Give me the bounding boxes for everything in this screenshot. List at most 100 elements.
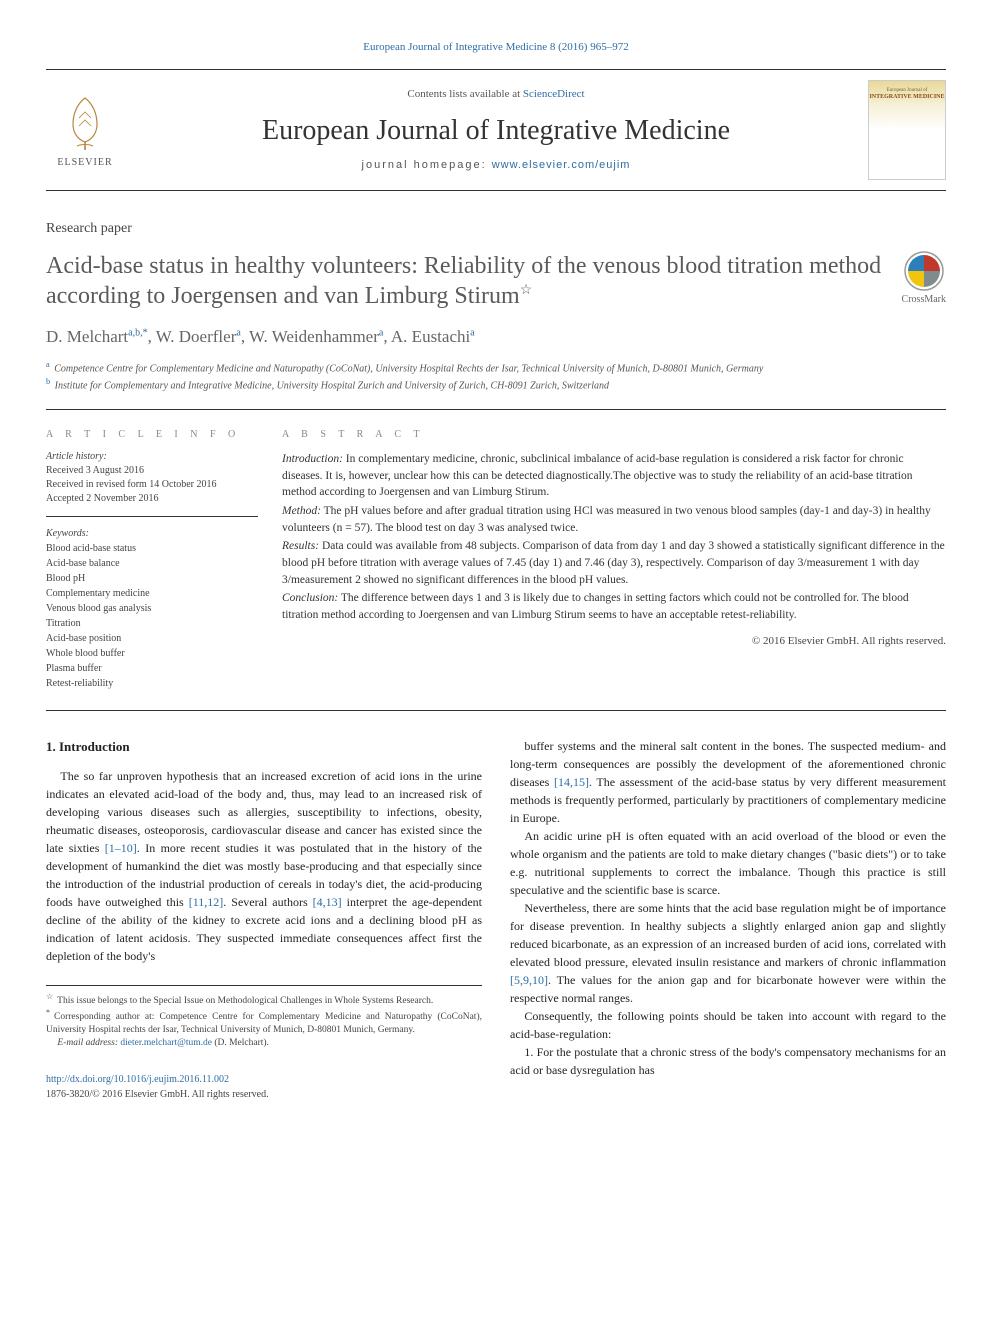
author-affiliation-marker: a,b,* bbox=[128, 327, 147, 338]
keyword-item: Blood pH bbox=[46, 572, 258, 586]
cover-line1: European Journal of bbox=[887, 87, 928, 94]
contents-lists-line: Contents lists available at ScienceDirec… bbox=[124, 87, 868, 102]
body-paragraph: An acidic urine pH is often equated with… bbox=[510, 827, 946, 899]
email-suffix: (D. Melchart). bbox=[212, 1038, 269, 1048]
article-history-label: Article history: bbox=[46, 451, 107, 462]
page: European Journal of Integrative Medicine… bbox=[0, 0, 992, 1130]
author-name: W. Weidenhammer bbox=[249, 327, 379, 346]
footnote-star-text: This issue belongs to the Special Issue … bbox=[57, 996, 433, 1006]
running-header-citation: European Journal of Integrative Medicine… bbox=[46, 40, 946, 55]
body-column-right: buffer systems and the mineral salt cont… bbox=[510, 737, 946, 1101]
journal-cover-thumbnail: European Journal of INTEGRATIVE MEDICINE bbox=[868, 80, 946, 180]
history-line: Received 3 August 2016 bbox=[46, 464, 258, 478]
elsevier-tree-icon bbox=[53, 90, 117, 154]
footnote-star-icon: ☆ bbox=[46, 992, 53, 1001]
title-footnote-star: ☆ bbox=[520, 283, 533, 298]
article-history-block: Article history: Received 3 August 2016R… bbox=[46, 450, 258, 517]
homepage-link[interactable]: www.elsevier.com/eujim bbox=[492, 159, 631, 171]
abstract-column: A B S T R A C T Introduction: In complem… bbox=[282, 428, 946, 692]
running-header-link[interactable]: European Journal of Integrative Medicine… bbox=[363, 41, 628, 53]
cover-line2: INTEGRATIVE MEDICINE bbox=[869, 94, 944, 101]
article-info-column: A R T I C L E I N F O Article history: R… bbox=[46, 428, 282, 692]
issn-copyright-line: 1876-3820/© 2016 Elsevier GmbH. All righ… bbox=[46, 1087, 482, 1102]
affiliation-marker: a bbox=[46, 360, 50, 369]
journal-title: European Journal of Integrative Medicine bbox=[124, 111, 868, 150]
keyword-item: Retest-reliability bbox=[46, 677, 258, 691]
keyword-item: Venous blood gas analysis bbox=[46, 602, 258, 616]
email-label: E-mail address: bbox=[57, 1038, 120, 1048]
contents-lists-prefix: Contents lists available at bbox=[407, 88, 522, 100]
article-info-heading: A R T I C L E I N F O bbox=[46, 428, 258, 442]
footer-block: http://dx.doi.org/10.1016/j.eujim.2016.1… bbox=[46, 1072, 482, 1102]
keyword-item: Complementary medicine bbox=[46, 587, 258, 601]
doi-link[interactable]: http://dx.doi.org/10.1016/j.eujim.2016.1… bbox=[46, 1074, 229, 1085]
footnote-corresponding-author: *Corresponding author at: Competence Cen… bbox=[46, 1008, 482, 1037]
affiliations: a Competence Centre for Complementary Me… bbox=[46, 359, 946, 394]
history-line: Received in revised form 14 October 2016 bbox=[46, 478, 258, 492]
article-title-text: Acid-base status in healthy volunteers: … bbox=[46, 253, 881, 309]
keyword-item: Whole blood buffer bbox=[46, 647, 258, 661]
homepage-label: journal homepage: bbox=[362, 159, 492, 171]
author-name: A. Eustachi bbox=[391, 327, 470, 346]
affiliation-line: a Competence Centre for Complementary Me… bbox=[46, 359, 946, 376]
abstract-section-label: Results: bbox=[282, 540, 319, 552]
elsevier-logo: ELSEVIER bbox=[46, 90, 124, 170]
abstract-heading: A B S T R A C T bbox=[282, 428, 946, 443]
journal-homepage-line: journal homepage: www.elsevier.com/eujim bbox=[124, 158, 868, 173]
footnote-email: E-mail address: dieter.melchart@tum.de (… bbox=[46, 1037, 482, 1050]
affiliation-marker: b bbox=[46, 377, 50, 386]
author-affiliation-marker: a bbox=[236, 327, 240, 338]
abstract-paragraph: Method: The pH values before and after g… bbox=[282, 503, 946, 536]
citation-link[interactable]: [4,13] bbox=[313, 895, 342, 909]
keywords-label: Keywords: bbox=[46, 528, 89, 539]
abstract-section-label: Introduction: bbox=[282, 453, 343, 465]
keyword-item: Acid-base balance bbox=[46, 557, 258, 571]
abstract-section-label: Conclusion: bbox=[282, 592, 338, 604]
keyword-item: Blood acid-base status bbox=[46, 542, 258, 556]
footnotes-block: ☆ This issue belongs to the Special Issue… bbox=[46, 985, 482, 1050]
article-type: Research paper bbox=[46, 219, 946, 239]
citation-link[interactable]: [14,15] bbox=[554, 775, 589, 789]
footnote-asterisk-icon: * bbox=[46, 1008, 50, 1017]
elsevier-logo-label: ELSEVIER bbox=[57, 156, 112, 170]
citation-link[interactable]: [5,9,10] bbox=[510, 973, 548, 987]
info-abstract-row: A R T I C L E I N F O Article history: R… bbox=[46, 428, 946, 711]
footnote-corresponding-text: Corresponding author at: Competence Cent… bbox=[46, 1012, 482, 1035]
author-email-link[interactable]: dieter.melchart@tum.de bbox=[120, 1038, 212, 1048]
article-title: Acid-base status in healthy volunteers: … bbox=[46, 251, 890, 311]
author-name: W. Doerfler bbox=[156, 327, 237, 346]
author-name: D. Melchart bbox=[46, 327, 128, 346]
title-row: Acid-base status in healthy volunteers: … bbox=[46, 251, 946, 311]
footnote-special-issue: ☆ This issue belongs to the Special Issue… bbox=[46, 992, 482, 1008]
history-line: Accepted 2 November 2016 bbox=[46, 492, 258, 506]
crossmark-icon bbox=[904, 251, 944, 291]
body-paragraph: The so far unproven hypothesis that an i… bbox=[46, 767, 482, 965]
abstract-paragraph: Conclusion: The difference between days … bbox=[282, 590, 946, 623]
body-paragraph: Consequently, the following points shoul… bbox=[510, 1007, 946, 1043]
citation-link[interactable]: [11,12] bbox=[189, 895, 224, 909]
abstract-paragraph: Introduction: In complementary medicine,… bbox=[282, 451, 946, 501]
keyword-item: Acid-base position bbox=[46, 632, 258, 646]
journal-masthead: ELSEVIER Contents lists available at Sci… bbox=[46, 69, 946, 191]
body-two-columns: 1. Introduction The so far unproven hypo… bbox=[46, 737, 946, 1101]
keyword-item: Titration bbox=[46, 617, 258, 631]
affiliation-line: b Institute for Complementary and Integr… bbox=[46, 376, 946, 393]
body-paragraph: Nevertheless, there are some hints that … bbox=[510, 899, 946, 1007]
author-affiliation-marker: a bbox=[470, 327, 474, 338]
keywords-block: Keywords: Blood acid-base statusAcid-bas… bbox=[46, 527, 258, 691]
citation-link[interactable]: [1–10] bbox=[105, 841, 137, 855]
keyword-item: Plasma buffer bbox=[46, 662, 258, 676]
abstract-paragraph: Results: Data could was available from 4… bbox=[282, 538, 946, 588]
section-1-heading: 1. Introduction bbox=[46, 737, 482, 757]
crossmark-badge[interactable]: CrossMark bbox=[902, 251, 946, 307]
divider bbox=[46, 409, 946, 410]
body-paragraph: buffer systems and the mineral salt cont… bbox=[510, 737, 946, 827]
body-paragraph: 1. For the postulate that a chronic stre… bbox=[510, 1043, 946, 1079]
crossmark-label: CrossMark bbox=[902, 293, 946, 307]
journal-title-block: Contents lists available at ScienceDirec… bbox=[124, 87, 868, 173]
sciencedirect-link[interactable]: ScienceDirect bbox=[523, 88, 585, 100]
authors-line: D. Melcharta,b,*, W. Doerflera, W. Weide… bbox=[46, 325, 946, 349]
abstract-section-label: Method: bbox=[282, 505, 321, 517]
body-column-left: 1. Introduction The so far unproven hypo… bbox=[46, 737, 482, 1101]
abstract-copyright: © 2016 Elsevier GmbH. All rights reserve… bbox=[282, 634, 946, 650]
